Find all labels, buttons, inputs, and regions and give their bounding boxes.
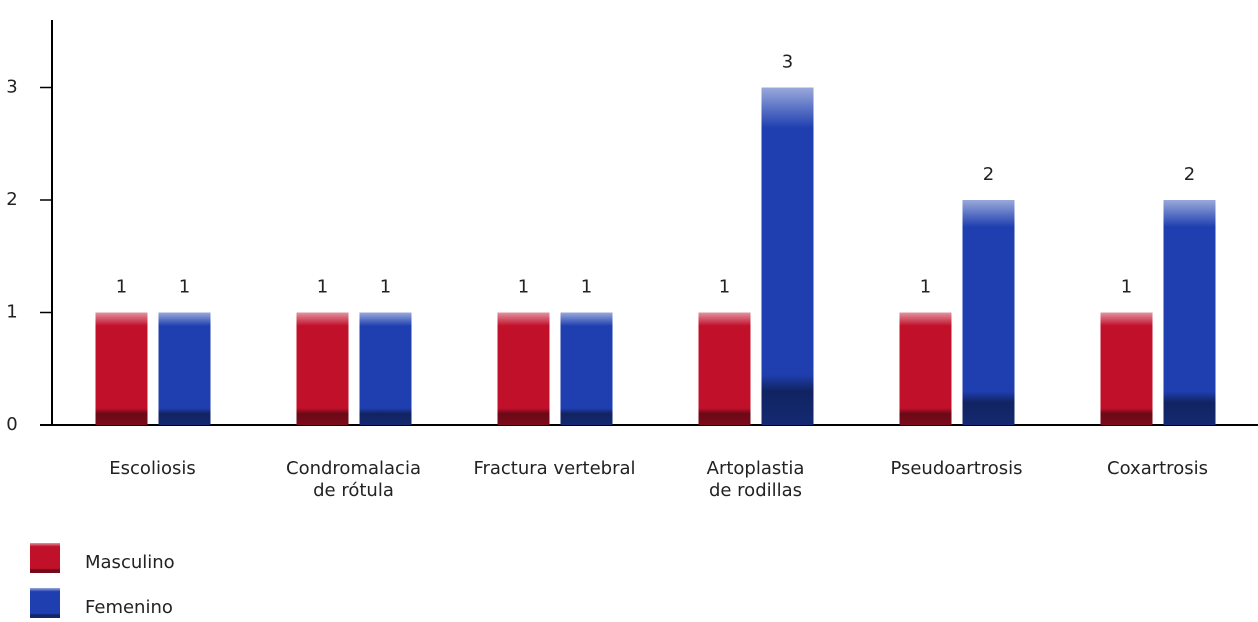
value-label: 1 xyxy=(380,277,391,298)
bar xyxy=(1100,312,1153,425)
y-tick-label: 3 xyxy=(6,77,17,98)
y-tick-label: 0 xyxy=(6,414,17,435)
value-label: 2 xyxy=(983,164,994,185)
value-label: 1 xyxy=(1121,277,1132,298)
x-tick-label: Condromalacia de rótula xyxy=(286,458,421,501)
bar xyxy=(95,312,148,425)
value-label: 1 xyxy=(179,277,190,298)
value-label: 1 xyxy=(920,277,931,298)
bar xyxy=(761,87,814,425)
y-tick-label: 1 xyxy=(6,302,17,323)
bar xyxy=(497,312,550,425)
bar xyxy=(962,200,1015,425)
value-label: 1 xyxy=(581,277,592,298)
value-label: 1 xyxy=(317,277,328,298)
legend-swatch xyxy=(30,543,60,573)
x-tick-label: Escoliosis xyxy=(109,458,196,479)
bar xyxy=(359,312,412,425)
bar xyxy=(698,312,751,425)
legend-label: Femenino xyxy=(85,597,173,618)
value-label: 3 xyxy=(782,52,793,73)
y-tick-label: 2 xyxy=(6,189,17,210)
bar xyxy=(899,312,952,425)
x-tick-label: Coxartrosis xyxy=(1107,458,1208,479)
bar xyxy=(296,312,349,425)
x-tick-label: Pseudoartrosis xyxy=(890,458,1023,479)
bar xyxy=(158,312,211,425)
x-tick-label: Fractura vertebral xyxy=(473,458,636,479)
value-label: 1 xyxy=(116,277,127,298)
x-tick-label: Artoplastia de rodillas xyxy=(706,458,805,501)
bar xyxy=(1163,200,1216,425)
value-label: 2 xyxy=(1184,164,1195,185)
value-label: 1 xyxy=(518,277,529,298)
value-label: 1 xyxy=(719,277,730,298)
legend-label: Masculino xyxy=(85,552,175,573)
legend-swatch xyxy=(30,588,60,618)
bar xyxy=(560,312,613,425)
